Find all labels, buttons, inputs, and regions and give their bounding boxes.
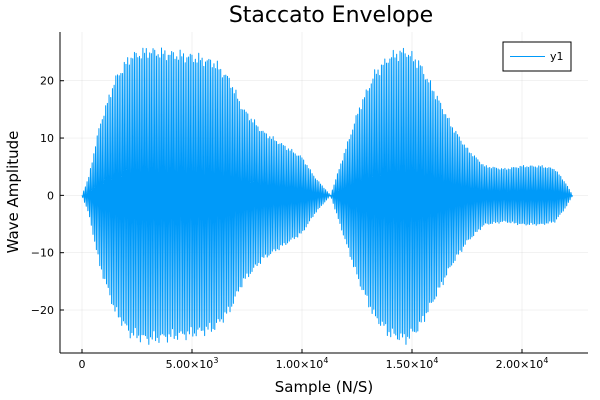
x-tick-label: 2.00×104 bbox=[496, 356, 549, 371]
x-tick-label: 1.00×104 bbox=[276, 356, 329, 371]
legend-label-y1: y1 bbox=[550, 50, 564, 63]
y-tick-label: 10 bbox=[40, 132, 54, 145]
y-tick-label: −20 bbox=[31, 304, 54, 317]
y-tick-label: 20 bbox=[40, 75, 54, 88]
x-tick-label: 5.00×103 bbox=[166, 356, 219, 371]
y-tick-label: −10 bbox=[31, 247, 54, 260]
legend: y1 bbox=[502, 41, 572, 72]
axes bbox=[59, 32, 588, 354]
y-axis-title: Wave Amplitude bbox=[4, 131, 22, 254]
series-layer bbox=[81, 47, 574, 345]
series-y1-line bbox=[81, 47, 574, 345]
tick-labels: 0 5.00×103 1.00×104 1.50×104 2.00×104 −20 −10 0… bbox=[31, 75, 549, 371]
x-tick-label: 0 bbox=[79, 358, 86, 371]
chart-title: Staccato Envelope bbox=[229, 3, 433, 28]
y-tick-label: 0 bbox=[47, 189, 54, 202]
x-tick-label: 1.50×104 bbox=[386, 356, 439, 371]
x-axis-title: Sample (N/S) bbox=[275, 378, 374, 396]
